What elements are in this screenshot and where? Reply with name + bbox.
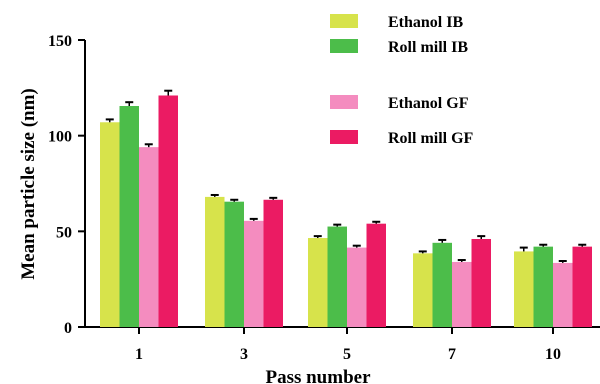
legend-swatch xyxy=(330,130,358,144)
x-tick-label: 3 xyxy=(240,346,248,363)
legend-swatch xyxy=(330,14,358,28)
bar xyxy=(119,106,139,327)
y-tick-label: 50 xyxy=(56,224,72,241)
bar xyxy=(100,122,120,327)
bar xyxy=(413,253,433,327)
bar xyxy=(452,261,472,327)
x-axis-title: Pass number xyxy=(265,367,371,384)
y-tick-label: 100 xyxy=(48,129,72,146)
y-tick-label: 0 xyxy=(64,320,72,337)
legend-label: Ethanol GF xyxy=(388,95,469,112)
bar xyxy=(572,246,592,327)
bar xyxy=(158,95,178,327)
bar xyxy=(432,242,452,327)
bar xyxy=(514,251,534,327)
bar xyxy=(347,247,367,327)
legend-swatch xyxy=(330,95,358,109)
x-tick-label: 5 xyxy=(343,346,351,363)
x-tick-label: 7 xyxy=(448,346,456,363)
legend-swatch xyxy=(330,39,358,53)
bar xyxy=(263,199,283,327)
x-tick-label: 10 xyxy=(545,346,561,363)
bar xyxy=(471,238,491,327)
bar xyxy=(533,246,553,327)
legend-label: Roll mill GF xyxy=(388,130,474,147)
bar xyxy=(139,147,159,327)
bar xyxy=(327,226,347,327)
bar xyxy=(224,201,244,327)
bar xyxy=(308,238,328,327)
y-tick-label: 150 xyxy=(48,33,72,50)
bar xyxy=(366,223,386,327)
legend-label: Roll mill IB xyxy=(388,39,468,56)
bar xyxy=(205,196,225,327)
legend-label: Ethanol IB xyxy=(388,14,463,31)
x-tick-label: 1 xyxy=(135,346,143,363)
bar xyxy=(553,262,573,327)
bar xyxy=(244,220,264,327)
y-axis-title: Mean particle size (nm) xyxy=(18,88,39,280)
